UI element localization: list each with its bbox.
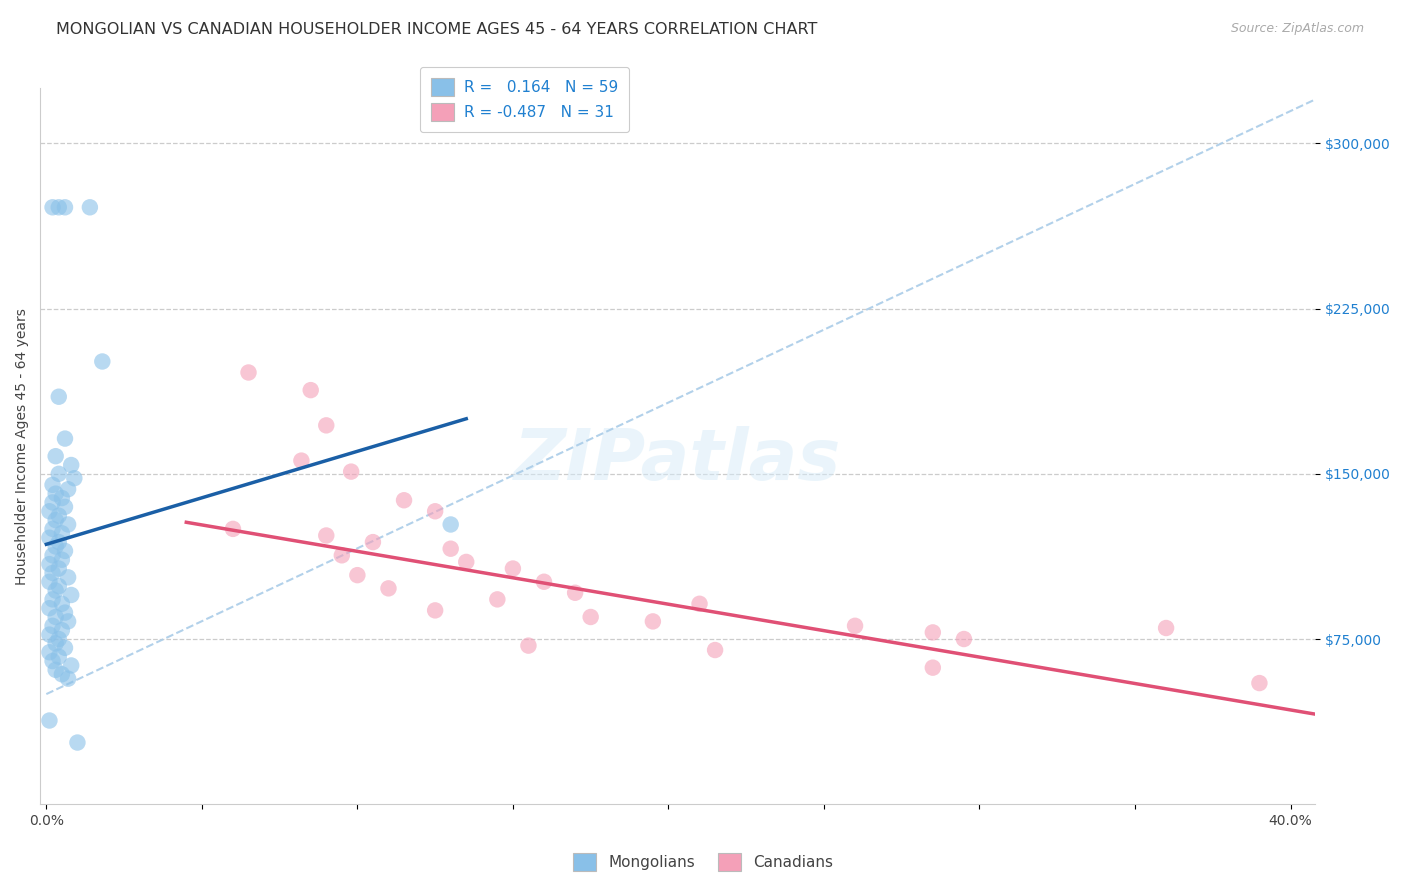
Point (45, 663, 67, 677)
Point (66, 735, 89, 749)
Point (53, 606, 76, 620)
Point (38, 531, 60, 545)
Point (38, 601, 60, 615)
Point (53, 432, 76, 446)
Point (564, 586, 586, 600)
Point (51, 526, 73, 541)
Point (48, 535, 70, 549)
Point (921, 625, 943, 640)
Point (38, 714, 60, 728)
Point (844, 619, 866, 633)
Point (377, 582, 399, 596)
Point (56, 482, 79, 496)
Point (60, 658, 83, 673)
Point (1249, 676, 1271, 690)
Point (51, 552, 73, 566)
Point (392, 493, 415, 508)
Point (41, 549, 63, 563)
Text: MONGOLIAN VS CANADIAN HOUSEHOLDER INCOME AGES 45 - 64 YEARS CORRELATION CHART: MONGOLIAN VS CANADIAN HOUSEHOLDER INCOME… (56, 22, 818, 37)
Point (704, 643, 727, 657)
Point (53, 500, 76, 514)
Point (48, 467, 70, 481)
Point (41, 495, 63, 509)
Point (60, 458, 83, 472)
Point (45, 610, 67, 624)
Point (315, 528, 337, 542)
Point (56, 517, 79, 532)
Point (315, 418, 337, 433)
Point (41, 654, 63, 668)
Point (502, 561, 524, 575)
Point (238, 366, 260, 380)
Point (56, 615, 79, 629)
Legend: R =   0.164   N = 59, R = -0.487   N = 31: R = 0.164 N = 59, R = -0.487 N = 31 (420, 68, 630, 132)
Point (41, 566, 63, 580)
Point (361, 535, 384, 549)
Point (79, 200, 101, 214)
Point (38, 557, 60, 571)
Point (56, 570, 79, 584)
Point (51, 491, 73, 505)
Point (56, 672, 79, 686)
Point (48, 632, 70, 646)
Point (423, 504, 446, 518)
Point (45, 540, 67, 554)
Point (340, 465, 363, 479)
Point (533, 574, 555, 589)
Point (299, 383, 322, 397)
Text: ZIPatlas: ZIPatlas (515, 426, 841, 495)
Point (330, 549, 353, 563)
Point (290, 453, 312, 467)
Point (423, 603, 446, 617)
Point (689, 597, 711, 611)
Point (45, 486, 67, 500)
Point (48, 649, 70, 664)
Point (51, 597, 73, 611)
Point (91, 354, 114, 368)
Point (456, 555, 478, 569)
Point (51, 667, 73, 681)
Point (63, 471, 86, 485)
Point (48, 200, 70, 214)
Point (38, 645, 60, 659)
Y-axis label: Householder Income Ages 45 - 64 years: Householder Income Ages 45 - 64 years (15, 308, 30, 585)
Point (38, 504, 60, 518)
Point (440, 517, 463, 532)
Point (45, 583, 67, 598)
Point (41, 592, 63, 607)
Point (38, 574, 60, 589)
Point (346, 568, 368, 582)
Point (486, 592, 509, 607)
Point (41, 478, 63, 492)
Point (45, 636, 67, 650)
Point (53, 544, 76, 558)
Point (41, 522, 63, 536)
Point (41, 619, 63, 633)
Point (41, 200, 63, 214)
Point (579, 610, 602, 624)
Point (48, 508, 70, 523)
Point (222, 522, 245, 536)
Point (45, 513, 67, 527)
Point (1154, 621, 1177, 635)
Point (53, 640, 76, 655)
Point (48, 390, 70, 404)
Point (953, 632, 976, 646)
Point (440, 541, 463, 556)
Point (60, 588, 83, 602)
Point (921, 660, 943, 674)
Point (38, 627, 60, 641)
Point (48, 561, 70, 575)
Point (517, 639, 540, 653)
Point (45, 449, 67, 463)
Legend: Mongolians, Canadians: Mongolians, Canadians (567, 847, 839, 877)
Text: Source: ZipAtlas.com: Source: ZipAtlas.com (1230, 22, 1364, 36)
Point (641, 615, 664, 629)
Point (53, 200, 76, 214)
Point (51, 624, 73, 638)
Point (48, 579, 70, 593)
